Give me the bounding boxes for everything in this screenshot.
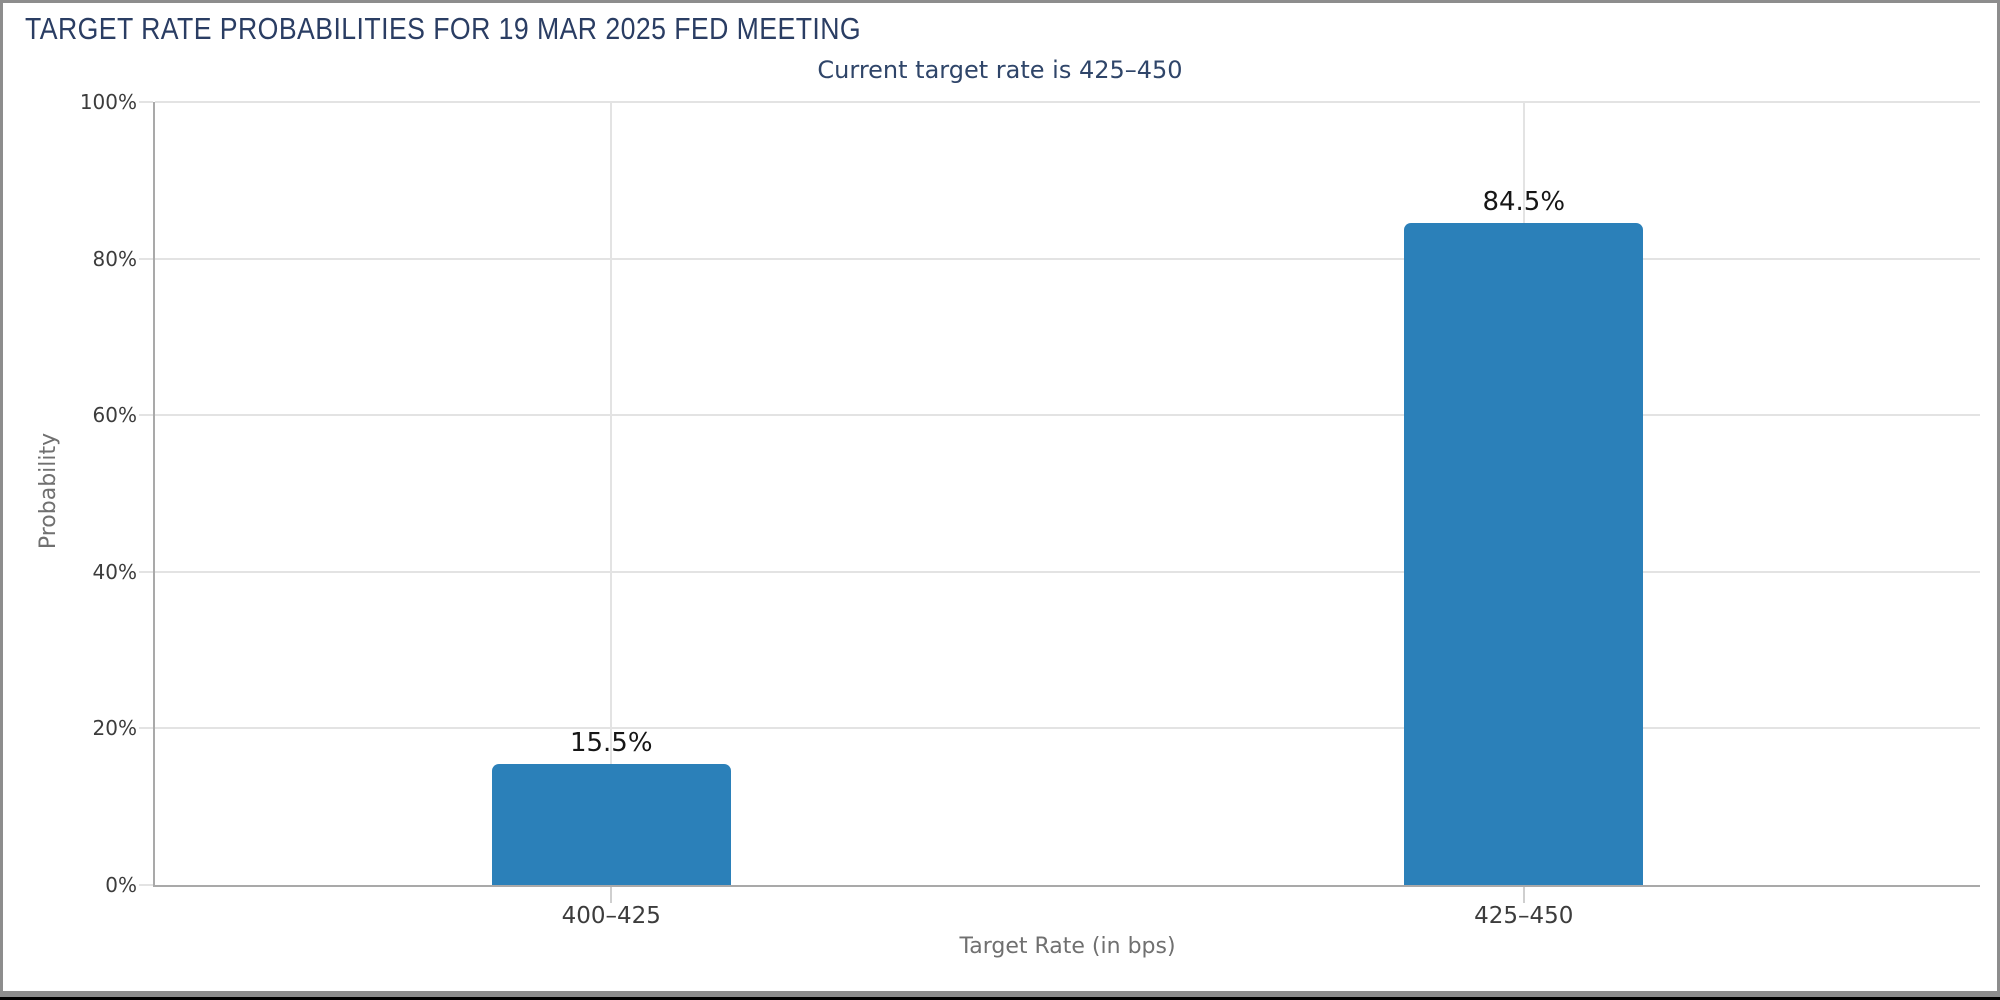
y-axis-line bbox=[153, 102, 155, 887]
gridline-vertical bbox=[610, 102, 613, 885]
x-axis-line bbox=[153, 885, 1980, 887]
gridline-horizontal bbox=[155, 570, 1980, 573]
y-tick-label: 100% bbox=[79, 90, 137, 114]
x-tick-mark bbox=[610, 887, 613, 903]
x-tick-label: 425–450 bbox=[1474, 903, 1574, 929]
y-tick-label: 40% bbox=[92, 559, 137, 584]
chart-title: TARGET RATE PROBABILITIES FOR 19 MAR 202… bbox=[25, 11, 862, 46]
gridline-horizontal bbox=[155, 257, 1980, 260]
chart-subtitle: Current target rate is 425–450 bbox=[817, 56, 1183, 84]
y-tick-mark bbox=[139, 570, 153, 573]
y-tick-label: 60% bbox=[92, 403, 137, 428]
y-tick-mark bbox=[139, 884, 153, 886]
y-tick-label: 80% bbox=[92, 246, 137, 271]
plot-area bbox=[153, 101, 1980, 887]
y-tick-mark bbox=[139, 414, 153, 417]
chart-stage: TARGET RATE PROBABILITIES FOR 19 MAR 202… bbox=[3, 3, 1997, 991]
y-tick-label: 20% bbox=[92, 716, 137, 741]
bar-value-label: 84.5% bbox=[1482, 187, 1566, 218]
bar-value-label: 15.5% bbox=[569, 727, 653, 758]
y-tick-label: 0% bbox=[105, 873, 137, 897]
gridline-horizontal bbox=[155, 414, 1980, 417]
y-tick-mark bbox=[139, 727, 153, 730]
bar-400-425[interactable] bbox=[491, 763, 731, 885]
x-tick-mark bbox=[1522, 887, 1525, 903]
x-tick-label: 400–425 bbox=[561, 903, 661, 929]
y-tick-mark bbox=[139, 101, 153, 103]
x-axis-title: Target Rate (in bps) bbox=[959, 934, 1176, 959]
gridline-horizontal bbox=[155, 727, 1980, 730]
y-tick-mark bbox=[139, 257, 153, 260]
gridline-horizontal bbox=[155, 101, 1980, 103]
bar-425-450[interactable] bbox=[1404, 223, 1644, 885]
